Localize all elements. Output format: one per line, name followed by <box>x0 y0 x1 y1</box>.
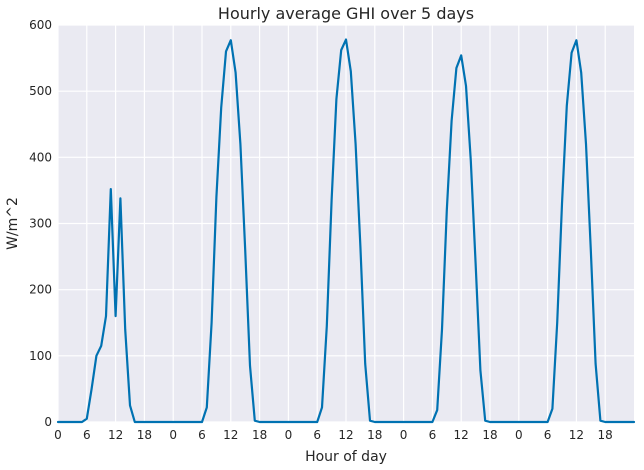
x-tick-label: 0 <box>285 428 293 442</box>
x-tick-label: 6 <box>83 428 91 442</box>
x-tick-label: 12 <box>454 428 469 442</box>
x-tick-label: 12 <box>338 428 353 442</box>
x-tick-label: 12 <box>108 428 123 442</box>
x-tick-label: 0 <box>54 428 62 442</box>
y-tick-label: 400 <box>29 150 52 164</box>
x-tick-label: 12 <box>569 428 584 442</box>
x-tick-label: 12 <box>223 428 238 442</box>
x-tick-labels: 0 6 12 18 0 6 12 18 0 6 12 18 0 6 12 18 0 6 12 18 <box>54 428 613 442</box>
y-tick-labels: 0 100 200 300 400 500 600 <box>29 18 52 429</box>
gridlines <box>57 24 634 423</box>
x-axis-label: Hour of day <box>305 449 387 465</box>
x-tick-label: 0 <box>400 428 408 442</box>
y-tick-label: 200 <box>29 283 52 297</box>
y-axis-label: W/m^2 <box>5 197 21 250</box>
x-tick-label: 18 <box>367 428 382 442</box>
y-tick-label: 100 <box>29 349 52 363</box>
x-tick-label: 6 <box>198 428 206 442</box>
y-tick-label: 300 <box>29 217 52 231</box>
y-tick-label: 0 <box>44 415 52 429</box>
x-tick-label: 6 <box>544 428 552 442</box>
series-layer <box>56 38 636 424</box>
x-tick-label: 18 <box>137 428 152 442</box>
chart-title: Hourly average GHI over 5 days <box>218 4 474 23</box>
y-tick-label: 600 <box>29 18 52 32</box>
x-tick-label: 6 <box>429 428 437 442</box>
x-tick-label: 18 <box>252 428 267 442</box>
x-tick-label: 6 <box>313 428 321 442</box>
ghi-series-line <box>56 38 636 424</box>
y-tick-label: 500 <box>29 84 52 98</box>
x-tick-label: 18 <box>482 428 497 442</box>
x-tick-label: 0 <box>515 428 523 442</box>
x-tick-label: 18 <box>598 428 613 442</box>
x-tick-label: 0 <box>169 428 177 442</box>
